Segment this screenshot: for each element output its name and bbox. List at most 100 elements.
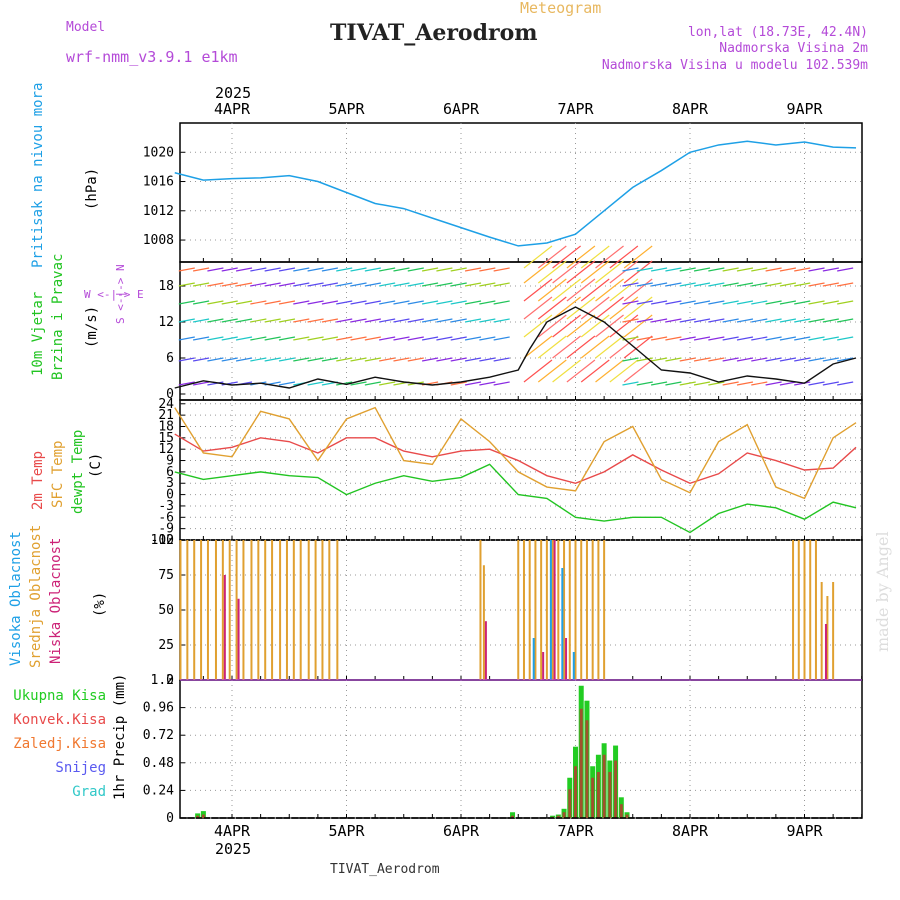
wind-arrow: [364, 318, 381, 323]
wind-arrow: [321, 300, 339, 305]
cloud-ylabel-low: Niska Oblacnost: [48, 538, 64, 664]
wind-arrow: [794, 282, 811, 287]
ytick-label-2-11: 21: [158, 408, 174, 423]
date-top-0: 4APR: [214, 100, 251, 118]
wind-arrow: [822, 318, 839, 323]
wind-arrow: [479, 300, 496, 305]
wind-arrow: [580, 314, 610, 338]
wind-arrow: [450, 381, 467, 386]
date-bottom-1: 5APR: [328, 822, 365, 840]
wind-arrow: [278, 318, 296, 323]
pressure-ylabel: Pritisak na nivou mora: [30, 83, 46, 268]
wind-arrow: [523, 260, 553, 284]
ytick-label-4-3: 0.72: [143, 728, 174, 743]
wind-arrow: [622, 357, 639, 362]
wind-arrow: [552, 359, 581, 383]
wind-arrow: [822, 336, 839, 341]
wind-arrow: [537, 278, 567, 302]
wind-arrow: [207, 282, 224, 287]
precip-bar-1: [625, 814, 629, 818]
wind-arrow: [436, 318, 453, 323]
panel-frame-2: [179, 399, 863, 541]
wind-arrow: [523, 296, 553, 320]
wind-arrow: [622, 282, 639, 287]
wind-arrow: [650, 381, 668, 386]
wind-arrow: [609, 296, 639, 320]
wind-arrow: [407, 336, 424, 341]
wind-arrow: [665, 381, 682, 386]
wind-arrow: [350, 267, 367, 272]
wind-arrow: [623, 314, 653, 338]
wind-arrow: [679, 336, 696, 341]
wind-arrow: [293, 267, 310, 272]
wind-arrow: [552, 260, 581, 284]
cloud-ylabel-high: Visoka Oblacnost: [8, 531, 24, 666]
wind-arrow: [278, 336, 296, 341]
wind-arrow: [336, 336, 353, 341]
wind-arrow: [307, 267, 324, 272]
wind-unit: (m/s): [84, 306, 100, 348]
ytick-label-0-2: 1016: [143, 175, 174, 190]
wind-arrow: [407, 267, 424, 272]
wind-arrow: [293, 318, 310, 323]
wind-arrow: [623, 335, 653, 359]
wind-arrow: [336, 300, 353, 305]
wind-arrow: [636, 267, 653, 272]
wind-arrow: [808, 336, 825, 341]
precip-bar-1: [562, 812, 566, 818]
temp-line-1: [174, 406, 857, 500]
wind-arrow: [493, 282, 510, 287]
wind-arrow: [595, 296, 624, 320]
wind-arrow: [566, 314, 596, 338]
wind-arrow: [207, 300, 224, 305]
precip-bar-1: [201, 814, 205, 818]
ytick-label-3-2: 50: [158, 603, 174, 618]
wind-arrow: [364, 300, 381, 305]
ytick-label-1-0: 0: [166, 387, 174, 402]
wind-arrow: [751, 381, 768, 386]
ytick-label-2-5: 3: [166, 476, 174, 491]
program-name: Meteogram: [520, 0, 602, 17]
wind-arrow: [250, 336, 267, 341]
wind-arrow: [566, 245, 596, 269]
wind-arrow: [278, 357, 296, 362]
wind-arrow: [350, 357, 367, 362]
wind-arrow: [679, 318, 696, 323]
wind-arrow: [350, 318, 367, 323]
wind-arrow: [307, 318, 324, 323]
wind-arrow: [566, 260, 596, 284]
wind-arrow: [207, 318, 224, 323]
wind-arrow: [650, 318, 668, 323]
wind-arrow: [235, 318, 253, 323]
wind-arrow: [722, 267, 739, 272]
wind-arrow: [566, 296, 596, 320]
wind-arrow: [552, 296, 581, 320]
wind-arrow: [393, 357, 410, 362]
precip-bar-1: [602, 754, 606, 818]
wind-arrow: [636, 282, 653, 287]
ytick-label-3-3: 75: [158, 568, 174, 583]
wind-arrow: [192, 300, 210, 305]
wind-arrow: [250, 282, 267, 287]
wind-arrow: [493, 318, 510, 323]
wind-arrow: [609, 260, 639, 284]
model-label: Model: [66, 20, 106, 35]
wind-arrow: [736, 318, 754, 323]
wind-arrow: [537, 359, 567, 383]
wind-arrow: [221, 282, 238, 287]
wind-arrow: [379, 357, 396, 362]
wind-arrow: [580, 359, 610, 383]
date-top-4: 8APR: [672, 100, 709, 118]
ytick-label-3-1: 25: [158, 638, 174, 653]
wind-arrow: [523, 314, 553, 338]
wind-arrow: [493, 267, 510, 272]
wind-arrow: [751, 300, 768, 305]
elevation-label: Nadmorska Visina 2m: [719, 41, 868, 56]
wind-arrow: [479, 336, 496, 341]
wind-arrow: [393, 336, 410, 341]
wind-arrow: [609, 314, 639, 338]
wind-arrow: [609, 245, 639, 269]
wind-arrow: [464, 282, 482, 287]
wind-arrow: [722, 282, 739, 287]
wind-arrow: [779, 318, 797, 323]
